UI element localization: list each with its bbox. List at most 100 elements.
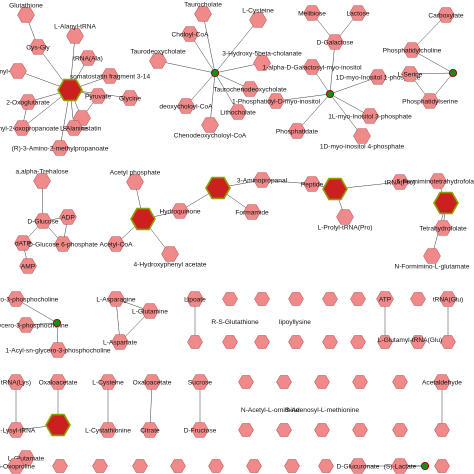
metabolite-node-l-aspartate[interactable] (111, 334, 129, 350)
metabolite-node-amp[interactable] (19, 258, 37, 274)
metabolite-node-chenodeoxycholoyl-coa[interactable] (201, 117, 219, 133)
metabolite-node-phosphatidyl-myo[interactable] (267, 93, 285, 109)
hub-node-dot-c[interactable] (325, 89, 335, 99)
metabolite-node-sucrose[interactable] (191, 374, 209, 390)
metabolite-node-d-galactose[interactable] (326, 34, 344, 50)
metabolite-node-l-alanyl-trna[interactable] (66, 28, 84, 44)
hub-node-dot-l[interactable] (420, 461, 430, 471)
metabolite-node-acetyl-phosphate[interactable] (126, 174, 144, 190)
hub-node-dot-b[interactable] (210, 68, 220, 78)
metabolite-node-oxoproline[interactable] (7, 458, 25, 474)
metabolite-node-l-glutamyl[interactable] (9, 63, 27, 79)
metabolite-node-pyruvate[interactable] (89, 88, 107, 104)
metabolite-node-l-serine[interactable] (401, 66, 419, 82)
metabolite-node-glycine[interactable] (121, 90, 139, 106)
misc-label-1: lipoyllysine (279, 319, 311, 326)
enzyme-node-enzyme-k[interactable] (45, 413, 71, 437)
metabolite-node-l-cystathionine[interactable] (99, 422, 117, 438)
metabolite-node-oxoglutarate[interactable] (19, 94, 37, 110)
metabolite-node-glucuronate[interactable] (349, 458, 367, 474)
metabolite-node-d-fructose[interactable] (191, 422, 209, 438)
metabolite-node-alanine[interactable] (65, 120, 83, 136)
metabolite-node-amino-methyl[interactable] (51, 140, 69, 156)
metabolite-node-adp[interactable] (59, 209, 77, 225)
metabolite-node-myo-inositol-3p[interactable] (361, 108, 379, 124)
metabolite-node-phosphatidylserine[interactable] (421, 93, 439, 109)
metabolite-node-aminopropanal[interactable] (253, 172, 271, 188)
node-label-thf: Tetrahydrofolate (419, 225, 467, 232)
enzyme-node-enzyme-g1[interactable] (205, 176, 231, 200)
metabolite-node-row-8 (288, 335, 304, 349)
metabolite-node-myo-inositol-4p[interactable] (353, 128, 371, 144)
node-label-acetyl-phosphate: Acetyl phosphate (110, 169, 161, 176)
enzyme-node-enzyme-f[interactable] (130, 207, 156, 231)
metabolite-node-atp[interactable] (376, 291, 394, 307)
metabolite-node-oxaloacetate[interactable] (49, 374, 67, 390)
edge-myo-inositol-4p-dot-c (329, 93, 363, 137)
edge-taurodeoxy-dot-b (157, 60, 216, 74)
metabolite-node-acyl-glycero[interactable] (49, 342, 67, 358)
metabolite-node-hydroxyphenyl-acetate[interactable] (161, 246, 179, 262)
metabolite-node-formimino-thf[interactable] (429, 173, 447, 189)
metabolite-node-lactose[interactable] (349, 5, 367, 21)
metabolite-node-row-11 (410, 335, 426, 349)
metabolite-node-formimino-glutamate[interactable] (423, 248, 441, 264)
metabolite-node-methyl-oxo[interactable] (13, 120, 31, 136)
metabolite-node-trna-glu[interactable] (439, 291, 457, 307)
node-label-trna-pro: tRNA(Pro) (385, 179, 415, 186)
metabolite-node-somatostatin3-14[interactable] (101, 68, 119, 84)
metabolite-node-l-asparagine[interactable] (107, 291, 125, 307)
node-label-l-lysyl-trna: L-Lysyl-tRNA (0, 427, 36, 434)
metabolite-node-glucose-6p[interactable] (54, 236, 72, 252)
enzyme-node-enzyme-g2[interactable] (322, 177, 348, 201)
metabolite-node-taurocholate[interactable] (194, 6, 212, 22)
metabolite-node-row-10 (350, 335, 366, 349)
metabolite-node-taurodeoxy[interactable] (149, 53, 167, 69)
node-label-s-lactate: (S)-Lactate (384, 463, 417, 470)
metabolite-node-trna-ala[interactable] (79, 50, 97, 66)
metabolite-node-taurochenodeoxy[interactable] (241, 81, 259, 97)
metabolite-node-l-prolyl-trna[interactable] (336, 209, 354, 225)
metabolite-node-peptide[interactable] (303, 176, 321, 192)
metabolite-node-l-lysyl-trna[interactable] (7, 422, 25, 438)
metabolite-node-hydroxy-oxo-cholanate[interactable] (253, 55, 271, 71)
metabolite-node-s-lactate[interactable] (391, 458, 409, 474)
metabolite-node-deoxycholoyl-coa[interactable] (177, 98, 195, 114)
metabolite-node-cysgly[interactable] (29, 39, 47, 55)
metabolite-node-carboxylate[interactable] (437, 7, 455, 23)
metabolite-node-melibiose[interactable] (303, 5, 321, 21)
metabolite-node-hydroquinone[interactable] (171, 203, 189, 219)
enzyme-node-enzyme-h[interactable] (433, 191, 459, 215)
metabolite-node-l-cysteine-t[interactable] (249, 12, 267, 28)
metabolite-node-phosphatidate[interactable] (288, 123, 306, 139)
metabolite-node-oxaloacetate2[interactable] (143, 374, 161, 390)
metabolite-node-choloyl-coa[interactable] (181, 26, 199, 42)
metabolite-node-trna-pro[interactable] (391, 174, 409, 190)
metabolite-node-trna-lys[interactable] (7, 374, 25, 390)
metabolite-node-lipoate[interactable] (186, 291, 204, 307)
metabolite-node-l-cysteine-k[interactable] (99, 374, 117, 390)
metabolite-node-glycerophosphocholine2[interactable] (17, 317, 35, 333)
metabolite-node-acetaldehyde[interactable] (433, 374, 451, 390)
hub-node-dot-d[interactable] (448, 68, 458, 78)
metabolite-node-acetyl-coa[interactable] (107, 236, 125, 252)
node-label-oxoglutarate: 2-Oxoglutarate (6, 99, 50, 106)
metabolite-node-formamide[interactable] (243, 204, 261, 220)
node-label-hydroxy-oxo-cholanate: 3-Hydroxy-5beta-cholanate (222, 50, 302, 57)
metabolite-node-citrate[interactable] (141, 422, 159, 438)
metabolite-node-glutathione[interactable] (17, 7, 35, 23)
metabolite-node-galactosyl-myo[interactable] (303, 59, 321, 75)
metabolite-node-d-glucose[interactable] (34, 213, 52, 229)
metabolite-node-trehalose[interactable] (33, 173, 51, 189)
metabolite-node-l-glutamine[interactable] (141, 303, 159, 319)
metabolite-node-thf[interactable] (434, 220, 452, 236)
metabolite-node-datp[interactable] (14, 235, 32, 251)
metabolite-node-glycerophosphocholine[interactable] (7, 291, 25, 307)
metabolite-node-myo-inositol-1p[interactable] (369, 69, 387, 85)
metabolite-node-phosphatidylcholine[interactable] (403, 42, 421, 58)
node-label-peptide: Peptide (301, 181, 324, 188)
metabolite-node-lithocholate[interactable] (229, 104, 247, 120)
enzyme-node-enzyme-a[interactable] (57, 78, 83, 102)
hub-node-dot-i[interactable] (52, 318, 62, 328)
